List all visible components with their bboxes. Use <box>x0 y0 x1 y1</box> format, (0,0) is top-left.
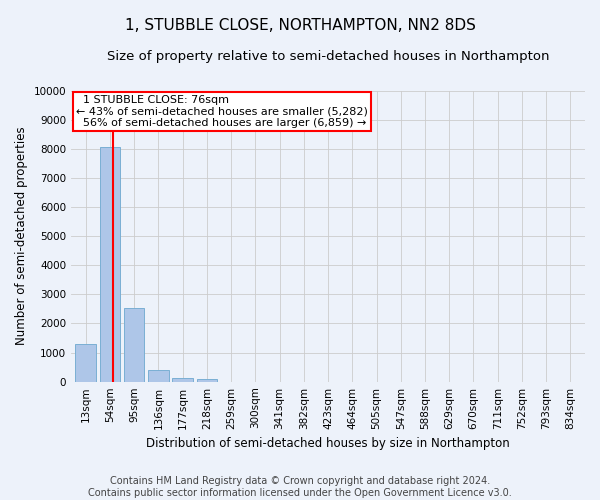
Text: 1 STUBBLE CLOSE: 76sqm
← 43% of semi-detached houses are smaller (5,282)
  56% o: 1 STUBBLE CLOSE: 76sqm ← 43% of semi-det… <box>76 95 368 128</box>
Bar <box>75 344 96 382</box>
Bar <box>100 148 120 382</box>
Bar <box>197 379 217 382</box>
Y-axis label: Number of semi-detached properties: Number of semi-detached properties <box>15 127 28 346</box>
X-axis label: Distribution of semi-detached houses by size in Northampton: Distribution of semi-detached houses by … <box>146 437 510 450</box>
Bar <box>148 370 169 382</box>
Text: Contains HM Land Registry data © Crown copyright and database right 2024.
Contai: Contains HM Land Registry data © Crown c… <box>88 476 512 498</box>
Bar <box>172 378 193 382</box>
Title: Size of property relative to semi-detached houses in Northampton: Size of property relative to semi-detach… <box>107 50 549 63</box>
Text: 1, STUBBLE CLOSE, NORTHAMPTON, NN2 8DS: 1, STUBBLE CLOSE, NORTHAMPTON, NN2 8DS <box>125 18 475 32</box>
Bar <box>124 308 145 382</box>
